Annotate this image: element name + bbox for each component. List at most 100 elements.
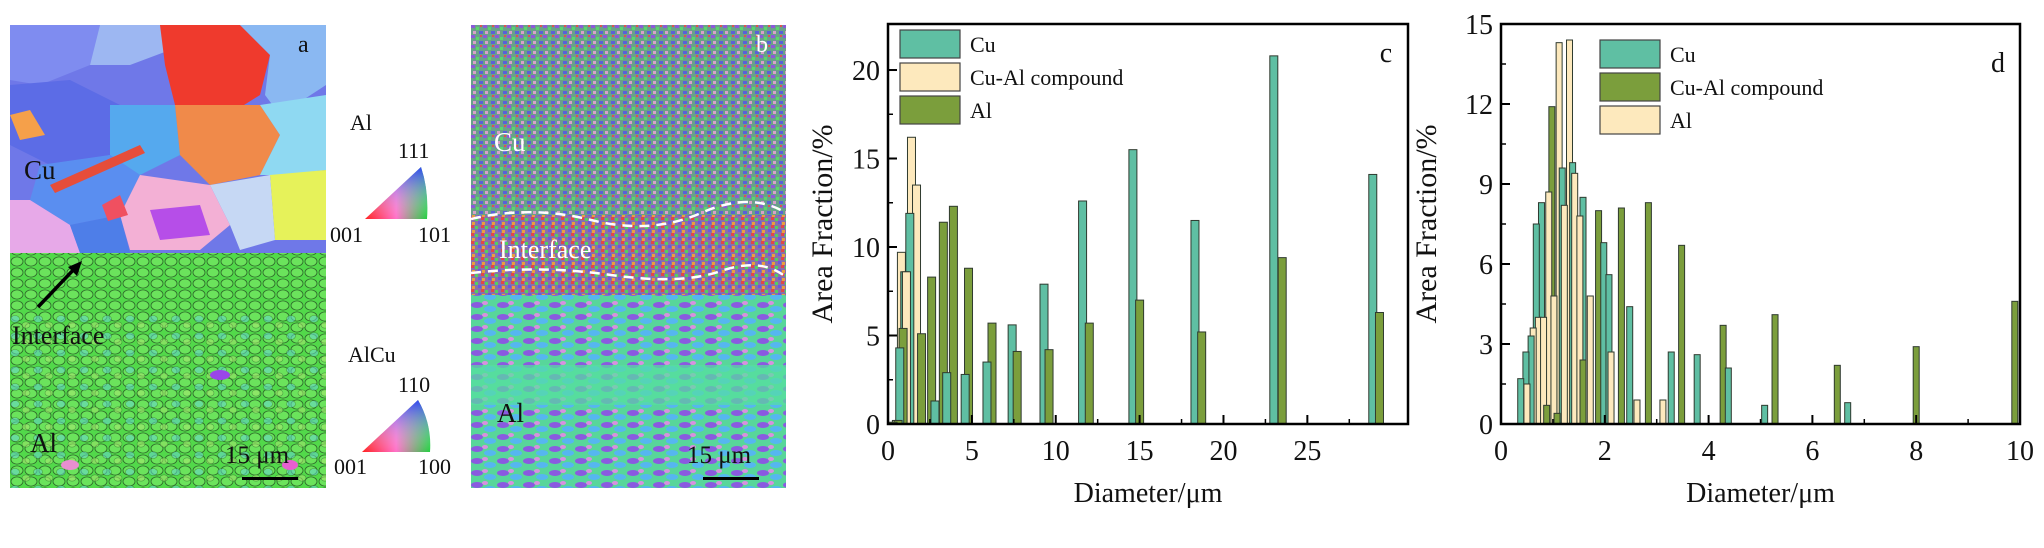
- bar-cu-al-compound: [1912, 346, 1920, 425]
- grain-size-chart-c: 0 5 10 15 20 25 0 5 10 15 20 Diameter/μm Area Fracti…: [806, 22, 1410, 509]
- panel-letter-b: b: [756, 32, 768, 58]
- bar-cu: [942, 372, 952, 425]
- x-tick-label: 25: [1293, 436, 1321, 467]
- bar-cu: [960, 373, 970, 425]
- x-tick-label: 8: [1909, 436, 1923, 467]
- bar-al: [1659, 399, 1667, 425]
- plot-frame: [886, 22, 1410, 426]
- ebsd-map-a: a Cu Interface Al 15 μm: [10, 25, 326, 488]
- x-tick-label: 0: [1494, 436, 1508, 467]
- cu-region-label: Cu: [24, 155, 56, 185]
- bar-al: [1084, 322, 1094, 425]
- bar-cu-al-compound: [1579, 359, 1587, 425]
- ipf-corner-right: 101: [418, 222, 451, 247]
- bar-al: [1374, 311, 1384, 425]
- bar-cu: [1761, 404, 1769, 425]
- legend-swatch: [899, 29, 961, 59]
- interface-boundary-top: [471, 200, 786, 228]
- bar-cu: [982, 361, 992, 425]
- panel-letter-d: d: [1991, 48, 2005, 79]
- bar-cu-al-compound: [1678, 244, 1686, 425]
- y-tick-label: 20: [852, 56, 880, 87]
- ipf-key-alcu: AlCu 110 001 100: [330, 330, 460, 480]
- x-tick-label: 10: [1042, 436, 1070, 467]
- legend-swatch: [1599, 39, 1661, 69]
- ipf-corner-left: 001: [334, 454, 367, 479]
- legend-label: Cu-Al compound: [970, 65, 1123, 90]
- bar-cu: [1693, 354, 1701, 425]
- y-tick-label: 0: [866, 410, 880, 441]
- scale-bar-label: 15 μm: [687, 442, 752, 469]
- legend-label: Cu-Al compound: [1670, 75, 1823, 100]
- x-tick-label: 6: [1805, 436, 1819, 467]
- y-axis-label: Area Fraction/%: [1410, 124, 1443, 323]
- ebsd-map-b: b Cu Interface Al 15 μm: [471, 25, 786, 488]
- bar-cu-al-compound: [1553, 412, 1561, 425]
- x-tick-label: 10: [2006, 436, 2034, 467]
- interface-label: Interface: [499, 235, 592, 264]
- y-axis-label: Area Fraction/%: [806, 124, 839, 323]
- ipf-corner-top: 111: [398, 138, 430, 163]
- x-tick-label: 5: [965, 436, 979, 467]
- y-tick-label: 0: [1479, 410, 1493, 441]
- bar-al: [917, 333, 927, 425]
- bar-cu: [895, 347, 905, 425]
- ipf-corner-top: 110: [398, 372, 431, 397]
- ipf-corner-left: 001: [330, 222, 363, 247]
- y-tick-label: 15: [852, 145, 880, 176]
- bar-cu: [1626, 306, 1634, 425]
- legend-swatch: [899, 95, 961, 125]
- bar-al: [1550, 295, 1558, 425]
- legend-label: Al: [1670, 108, 1692, 133]
- ebsd-map-b-image: [471, 25, 786, 488]
- bar-cu-al-compound: [1543, 404, 1551, 425]
- ebsd-map-a-image: [10, 25, 326, 488]
- interface-arrow-icon: [36, 261, 82, 309]
- scale-bar: [703, 477, 759, 480]
- bar-cu: [1844, 402, 1852, 425]
- y-tick-label: 12: [1465, 90, 1493, 121]
- bar-al: [1135, 299, 1145, 425]
- y-tick-label: 10: [852, 233, 880, 264]
- bar-cu: [1667, 351, 1675, 425]
- x-tick-label: 20: [1209, 436, 1237, 467]
- legend-swatch: [1599, 105, 1661, 135]
- scale-bar-label: 15 μm: [225, 442, 290, 469]
- bar-al: [1586, 295, 1594, 425]
- bar-cu: [1269, 55, 1279, 425]
- interface-boundary-bottom: [471, 264, 786, 281]
- bar-al: [1197, 331, 1207, 425]
- legend-label: Al: [970, 98, 992, 123]
- x-tick-label: 2: [1598, 436, 1612, 467]
- bar-al: [1633, 399, 1641, 425]
- y-tick-label: 9: [1479, 170, 1493, 201]
- ipf-triangle-icon: [365, 167, 428, 219]
- panel-letter-c: c: [1380, 38, 1392, 69]
- panel-letter-a: a: [298, 32, 309, 58]
- bar-cu: [930, 400, 940, 425]
- bar-cu-al-compound: [1617, 207, 1625, 425]
- al-region-label: Al: [497, 398, 524, 428]
- legend-label: Cu: [970, 32, 996, 57]
- y-tick-label: 15: [1465, 10, 1493, 41]
- cu-region-label: Cu: [494, 127, 526, 157]
- x-axis-label: Diameter/μm: [1074, 478, 1223, 509]
- bar-al: [1523, 383, 1531, 425]
- ipf-triangle-icon: [362, 400, 431, 452]
- x-tick-label: 4: [1702, 436, 1716, 467]
- bar-cu-al-compound: [1771, 314, 1779, 425]
- bar-al: [1012, 350, 1022, 425]
- ipf-phase-label: AlCu: [348, 342, 396, 367]
- legend-label: Cu: [1670, 42, 1696, 67]
- al-region-label: Al: [30, 428, 57, 458]
- bar-al: [1607, 351, 1615, 425]
- legend-swatch: [899, 62, 961, 92]
- grain-size-chart-d: 0 2 4 6 8 10 0 3 6 9 12 15 Diameter/μm Area Fraction/…: [1410, 10, 2034, 509]
- bar-al: [1560, 204, 1568, 425]
- x-tick-label: 15: [1126, 436, 1154, 467]
- bar-cu-al-compound: [2011, 300, 2019, 425]
- x-axis-label: Diameter/μm: [1686, 478, 1835, 509]
- bar-cu-al-compound: [1644, 202, 1652, 425]
- legend-swatch: [1599, 72, 1661, 102]
- ipf-corner-right: 100: [418, 454, 451, 479]
